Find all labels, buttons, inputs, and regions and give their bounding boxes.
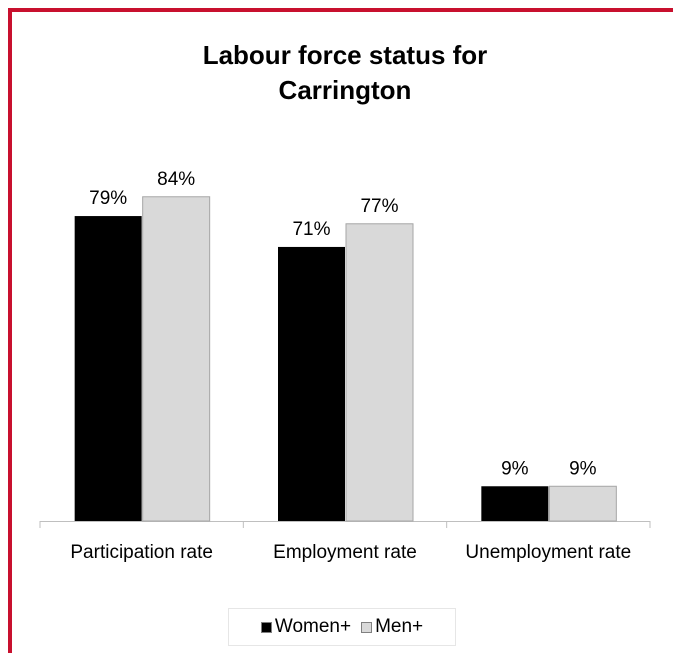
x-tick-label: Employment rate: [273, 542, 417, 563]
legend: Women+ Men+: [228, 608, 456, 646]
frame-border: [8, 8, 12, 653]
bar: [481, 486, 549, 521]
bar: [548, 485, 617, 522]
bar: [74, 216, 142, 521]
bar: [345, 223, 414, 522]
x-tick-label: Unemployment rate: [465, 542, 632, 563]
data-label: 9%: [569, 458, 597, 479]
legend-item: Women+: [260, 616, 352, 638]
data-label: 79%: [89, 188, 127, 209]
data-label: 77%: [360, 196, 398, 217]
data-label: 9%: [501, 458, 529, 479]
bar: [278, 246, 345, 521]
legend-swatch: [260, 621, 272, 633]
legend-label: Men+: [375, 616, 424, 637]
legend-label: Women+: [274, 616, 352, 637]
data-label: 84%: [157, 169, 195, 190]
chart-title: Labour force status for Carrington: [202, 40, 488, 105]
legend-swatch: [361, 621, 373, 633]
x-tick-label: Participation rate: [70, 542, 213, 563]
legend-item: Men+: [361, 616, 423, 638]
bar: [142, 196, 211, 522]
data-label: 71%: [292, 219, 330, 240]
frame-border: [8, 8, 673, 12]
